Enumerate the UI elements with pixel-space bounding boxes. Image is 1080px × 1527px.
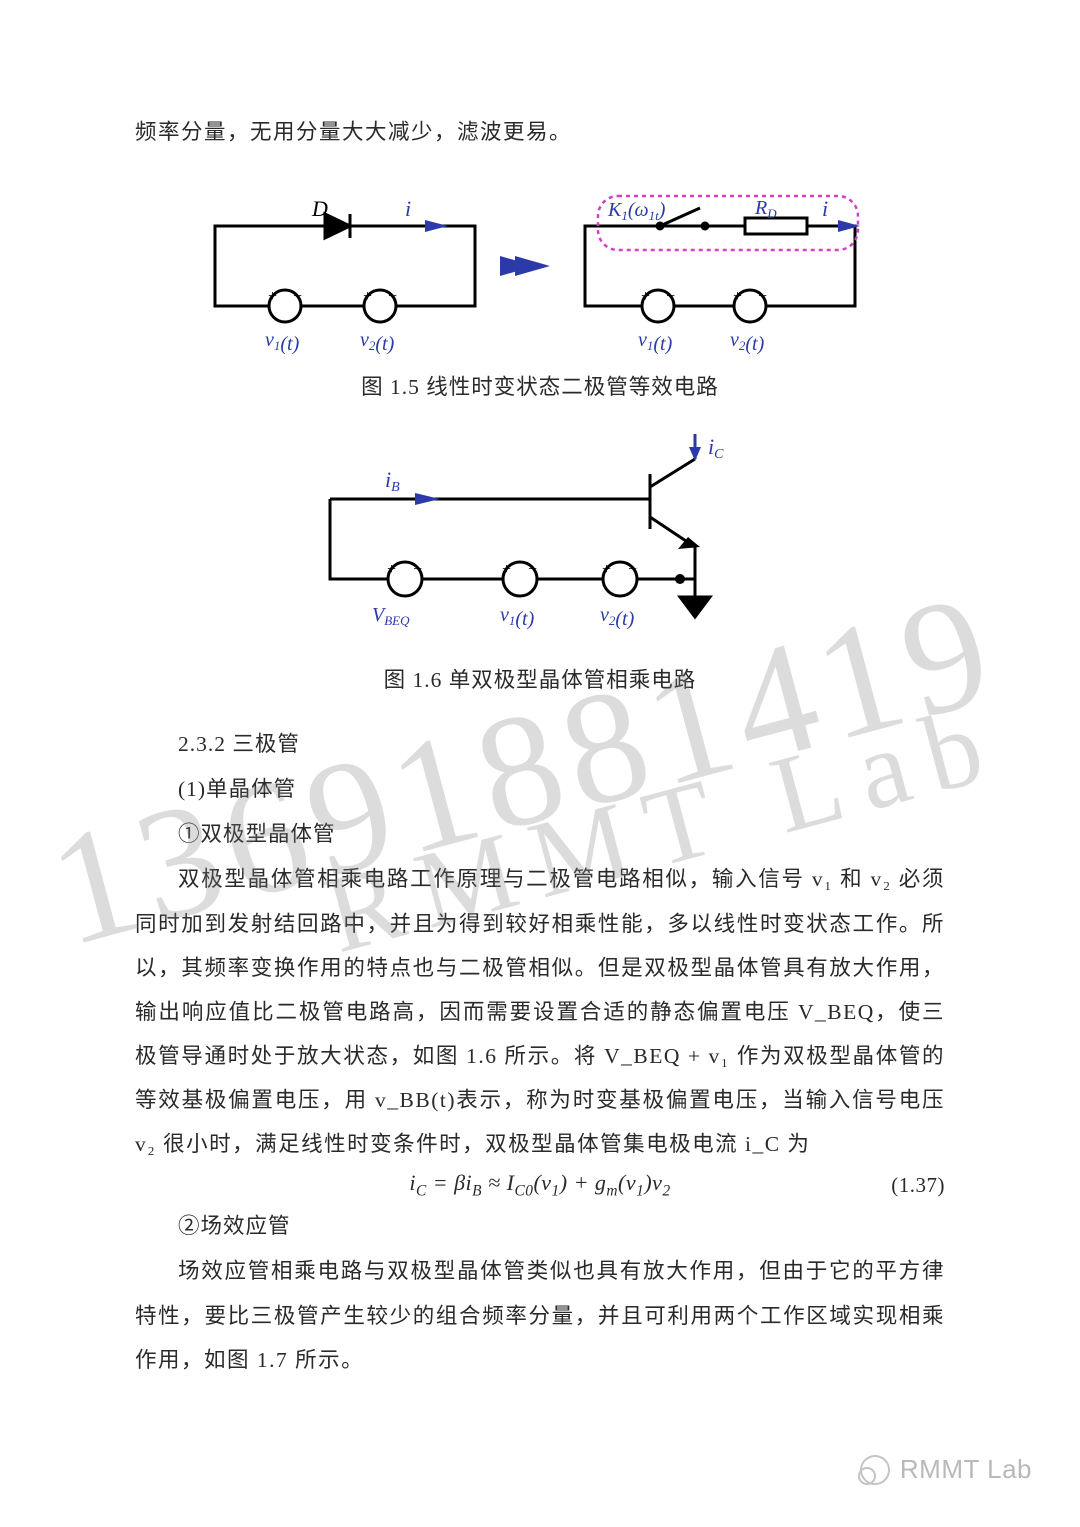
svg-text:−: − [666, 288, 675, 305]
equation-1-37: iC = βiB ≈ IC0(v1) + gm(v1)v2 (1.37) [135, 1170, 945, 1200]
heading-1: (1)单晶体管 [135, 767, 945, 812]
footer-badge: RMMT Lab [860, 1454, 1032, 1485]
equation-text: iC = βiB ≈ IC0(v1) + gm(v1)v2 [409, 1170, 670, 1200]
equation-number: (1.37) [891, 1173, 945, 1198]
body-paragraph-2: 场效应管相乘电路与双极型晶体管类似也具有放大作用，但由于它的平方律特性，要比三极… [135, 1249, 945, 1381]
svg-text:v1(t): v1(t) [500, 604, 535, 630]
svg-text:+: + [363, 288, 372, 305]
body-paragraph-1: 双极型晶体管相乘电路工作原理与二极管电路相似，输入信号 v₁ 和 v₂ 必须同时… [135, 857, 945, 1165]
svg-text:+: + [602, 561, 611, 578]
page-content: 频率分量，无用分量大大减少，滤波更易。 +− +− D i v1(t) v2(t… [0, 0, 1080, 1462]
svg-text:−: − [388, 288, 397, 305]
svg-text:−: − [628, 561, 637, 578]
svg-text:D: D [311, 196, 328, 221]
svg-text:+: + [641, 288, 650, 305]
svg-text:−: − [528, 561, 537, 578]
svg-text:−: − [293, 288, 302, 305]
footer-text: RMMT Lab [900, 1454, 1032, 1485]
heading-1a: ①双极型晶体管 [135, 812, 945, 857]
svg-text:v2(t): v2(t) [600, 604, 635, 630]
svg-text:−: − [413, 561, 422, 578]
figure-1-6: +− +− +− iB iC VBEQ v1(t) v2(t) [300, 429, 780, 649]
svg-text:VBEQ: VBEQ [372, 604, 410, 628]
heading-1b: ②场效应管 [135, 1204, 945, 1249]
svg-text:v1(t): v1(t) [638, 329, 673, 355]
svg-text:i: i [822, 196, 828, 221]
svg-text:+: + [733, 288, 742, 305]
svg-text:+: + [387, 561, 396, 578]
svg-text:+: + [502, 561, 511, 578]
svg-text:i: i [405, 196, 411, 221]
wechat-icon [860, 1455, 890, 1485]
svg-text:v2(t): v2(t) [730, 329, 765, 355]
svg-text:−: − [758, 288, 767, 305]
heading-2-3-2: 2.3.2 三极管 [135, 722, 945, 767]
svg-text:iB: iB [385, 467, 400, 495]
svg-text:RD: RD [754, 197, 777, 221]
svg-text:iC: iC [708, 434, 724, 462]
svg-text:K1(ω1t): K1(ω1t) [607, 199, 666, 223]
svg-text:v1(t): v1(t) [265, 329, 300, 355]
figure-1-5-caption: 图 1.5 线性时变状态二极管等效电路 [135, 370, 945, 401]
intro-paragraph: 频率分量，无用分量大大减少，滤波更易。 [135, 110, 945, 154]
figure-1-6-caption: 图 1.6 单双极型晶体管相乘电路 [135, 663, 945, 694]
svg-text:v2(t): v2(t) [360, 329, 395, 355]
svg-text:+: + [268, 288, 277, 305]
figure-1-5: +− +− D i v1(t) v2(t) +− [190, 186, 890, 356]
